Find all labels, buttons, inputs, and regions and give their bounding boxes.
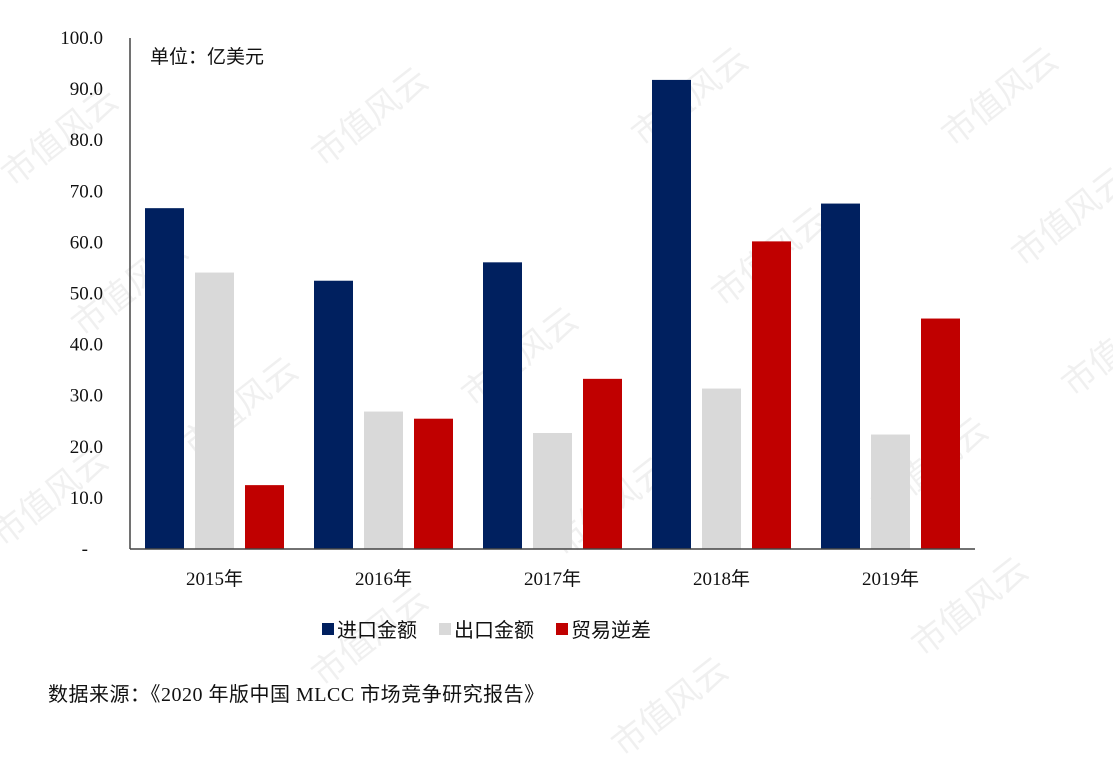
bar [871, 434, 910, 549]
bar [414, 418, 453, 549]
x-axis-tick-labels: 2015年 2016年 2017年 2018年 2019年 [186, 568, 919, 590]
y-tick-label: 40.0 [70, 335, 103, 356]
data-source-note: 数据来源：《2020 年版中国 MLCC 市场竞争研究报告》 [48, 684, 545, 706]
bar [483, 262, 522, 549]
y-tick-label: 70.0 [70, 181, 103, 202]
legend: 进口金额 出口金额 贸易逆差 [322, 614, 673, 643]
y-tick-label: 10.0 [70, 488, 103, 509]
bars [145, 79, 960, 550]
legend-label: 出口金额 [454, 620, 534, 642]
y-tick-label: 80.0 [70, 130, 103, 151]
legend-swatch-icon [556, 622, 568, 635]
bar [314, 280, 353, 549]
bar-chart: - 10.0 20.0 30.0 40.0 50.0 60.0 70.0 80.0 90.0 100… [60, 28, 975, 590]
bar [821, 203, 860, 549]
legend-label: 贸易逆差 [571, 620, 651, 642]
y-axis-tick-labels: - 10.0 20.0 30.0 40.0 50.0 60.0 70.0 80.0 90.0 100… [60, 28, 103, 560]
legend-swatch-icon [322, 622, 334, 635]
legend-item-import: 进口金额 [322, 614, 417, 643]
bar [752, 241, 791, 550]
x-tick-label: 2019年 [862, 568, 919, 590]
bar [702, 388, 741, 549]
x-tick-label: 2015年 [186, 568, 243, 590]
legend-item-export: 出口金额 [439, 614, 534, 643]
legend-label: 进口金额 [337, 620, 417, 642]
y-tick-label: - [82, 539, 88, 560]
bar [533, 433, 572, 549]
y-tick-label: 100.0 [60, 28, 103, 49]
bar [245, 485, 284, 549]
legend-item-trade-deficit: 贸易逆差 [556, 614, 651, 643]
bar [583, 378, 622, 549]
y-tick-label: 90.0 [70, 79, 103, 100]
x-tick-label: 2017年 [524, 568, 581, 590]
watermark-text: 市值风云 [604, 649, 737, 765]
bar [145, 208, 184, 549]
y-tick-label: 60.0 [70, 232, 103, 253]
legend-swatch-icon [439, 622, 451, 635]
bar [195, 272, 234, 549]
y-tick-label: 50.0 [70, 284, 103, 305]
bar [652, 79, 691, 549]
x-tick-label: 2016年 [355, 568, 412, 590]
x-tick-label: 2018年 [693, 568, 750, 590]
bar [921, 318, 960, 549]
unit-label: 单位：亿美元 [150, 46, 264, 68]
y-tick-label: 30.0 [70, 386, 103, 407]
bar [364, 411, 403, 549]
y-tick-label: 20.0 [70, 437, 103, 458]
